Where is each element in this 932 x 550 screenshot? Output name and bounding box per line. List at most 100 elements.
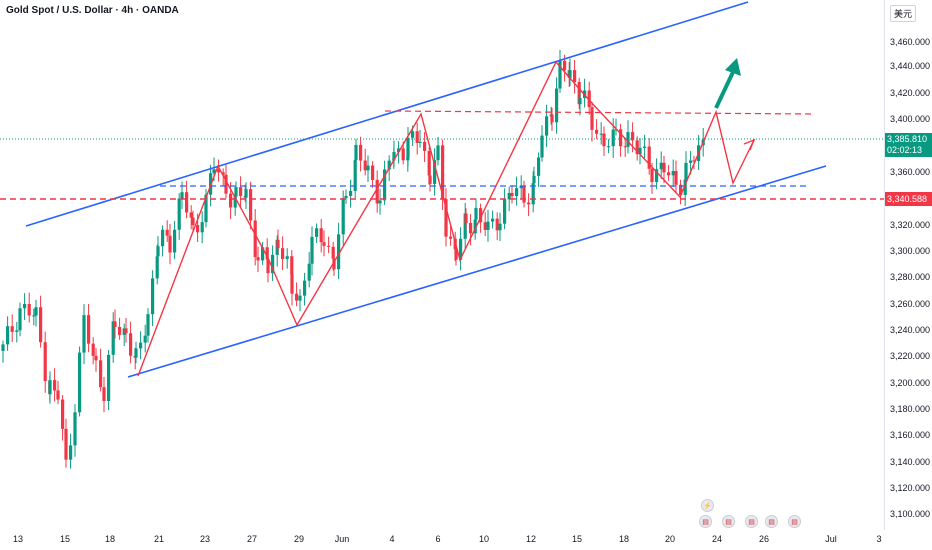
candle-body — [56, 390, 60, 400]
candle-body — [322, 242, 326, 246]
candle-body — [122, 328, 126, 335]
candle-body — [224, 174, 228, 194]
candle-body — [261, 247, 265, 261]
time-label: 20 — [664, 534, 676, 544]
candle-body — [61, 399, 65, 429]
us-flag-icon[interactable]: ▤ — [788, 515, 801, 528]
candle-body — [337, 234, 341, 270]
candle-body — [483, 222, 487, 230]
price-label: 3,180.000 — [890, 404, 931, 414]
candle-body — [507, 192, 511, 200]
time-axis[interactable]: 13 15 18 21 23 27 29 Jun 4 6 10 12 15 18… — [0, 530, 932, 550]
candle-body — [427, 150, 431, 176]
lightning-icon[interactable]: ⚡ — [701, 499, 714, 512]
currency-selector[interactable]: 美元 — [890, 5, 917, 22]
price-label: 3,360.000 — [890, 167, 931, 177]
price-label: 3,420.000 — [890, 88, 931, 98]
candle-body — [332, 258, 336, 270]
candle-body — [599, 133, 603, 135]
candle-body — [249, 189, 253, 221]
us-flag-icon[interactable]: ▤ — [765, 515, 778, 528]
price-chart[interactable] — [0, 0, 884, 530]
candle-body — [510, 192, 514, 197]
candle-body — [310, 236, 314, 264]
candle-body — [650, 168, 654, 183]
candle-body — [503, 199, 507, 224]
candle-body — [573, 70, 577, 83]
candle-body — [531, 183, 535, 205]
chart-area[interactable]: Gold Spot / U.S. Dollar · 4h · OANDA — [0, 0, 884, 530]
us-flag-icon[interactable]: ▤ — [745, 515, 758, 528]
projection-arrow-shaft — [714, 69, 736, 109]
candle-body — [441, 145, 445, 200]
candle-body — [73, 412, 77, 446]
candle-body — [43, 342, 47, 382]
price-label: 3,300.000 — [890, 246, 931, 256]
candle-body — [527, 202, 531, 205]
candle-body — [655, 169, 659, 183]
price-label: 3,280.000 — [890, 272, 931, 282]
candle-body — [537, 157, 541, 176]
price-label: 3,120.000 — [890, 483, 931, 493]
candle-body — [111, 321, 115, 355]
candle-body — [423, 141, 427, 151]
candle-body — [290, 274, 294, 294]
symbol-title[interactable]: Gold Spot / U.S. Dollar · 4h · OANDA — [6, 5, 179, 16]
candle-body — [266, 259, 270, 274]
candle-body — [27, 304, 31, 316]
candle-countdown: 02:02:13 — [887, 145, 923, 155]
candle-body — [177, 198, 181, 230]
candle-body — [212, 169, 216, 174]
candle-body — [444, 199, 448, 237]
candle-body — [638, 147, 642, 155]
candle-body — [689, 160, 693, 163]
candle-body — [383, 169, 387, 201]
candle-body — [91, 343, 95, 356]
candle-body — [635, 140, 639, 155]
candle-body — [331, 246, 335, 259]
candle-body — [532, 175, 536, 184]
candle-body — [611, 129, 615, 147]
candle-body — [233, 196, 237, 208]
candle-body — [602, 133, 606, 147]
price-axis[interactable]: 美元 3,460.000 3,440.000 3,420.000 3,400.0… — [884, 0, 932, 530]
price-label: 3,460.000 — [890, 37, 931, 47]
candle-body — [366, 165, 370, 171]
time-label: 10 — [478, 534, 490, 544]
candle-body — [498, 223, 502, 231]
candle-body — [522, 185, 526, 203]
candle-body — [469, 223, 473, 234]
candle-body — [221, 172, 225, 175]
time-label: 29 — [293, 534, 305, 544]
candle-body — [578, 98, 582, 105]
candle-body — [113, 321, 117, 327]
price-label: 3,220.000 — [890, 351, 931, 361]
candle-body — [540, 135, 544, 158]
candle-body — [124, 328, 128, 334]
candle-body — [671, 171, 675, 176]
channel-lower-line — [127, 165, 827, 378]
candle-body — [139, 342, 143, 349]
candle-body — [6, 326, 10, 345]
candle-body — [643, 146, 647, 148]
candle-body — [78, 352, 82, 413]
us-flag-icon[interactable]: ▤ — [699, 515, 712, 528]
candle-body — [631, 132, 635, 141]
candle-body — [473, 219, 477, 234]
candle-body — [87, 315, 91, 344]
candle-body — [463, 213, 467, 239]
candle-body — [587, 90, 591, 108]
candle-body — [244, 189, 248, 198]
candle-body — [344, 195, 348, 199]
candle-body — [558, 60, 562, 89]
candle-body — [196, 225, 200, 233]
us-flag-icon[interactable]: ▤ — [722, 515, 735, 528]
candle-body — [459, 238, 463, 260]
candle-body — [577, 82, 581, 105]
candle-body — [662, 162, 666, 173]
candle-body — [303, 280, 307, 296]
candle-body — [349, 190, 353, 196]
price-label: 3,440.000 — [890, 61, 931, 71]
candle-body — [146, 314, 150, 336]
candle-body — [659, 162, 663, 170]
